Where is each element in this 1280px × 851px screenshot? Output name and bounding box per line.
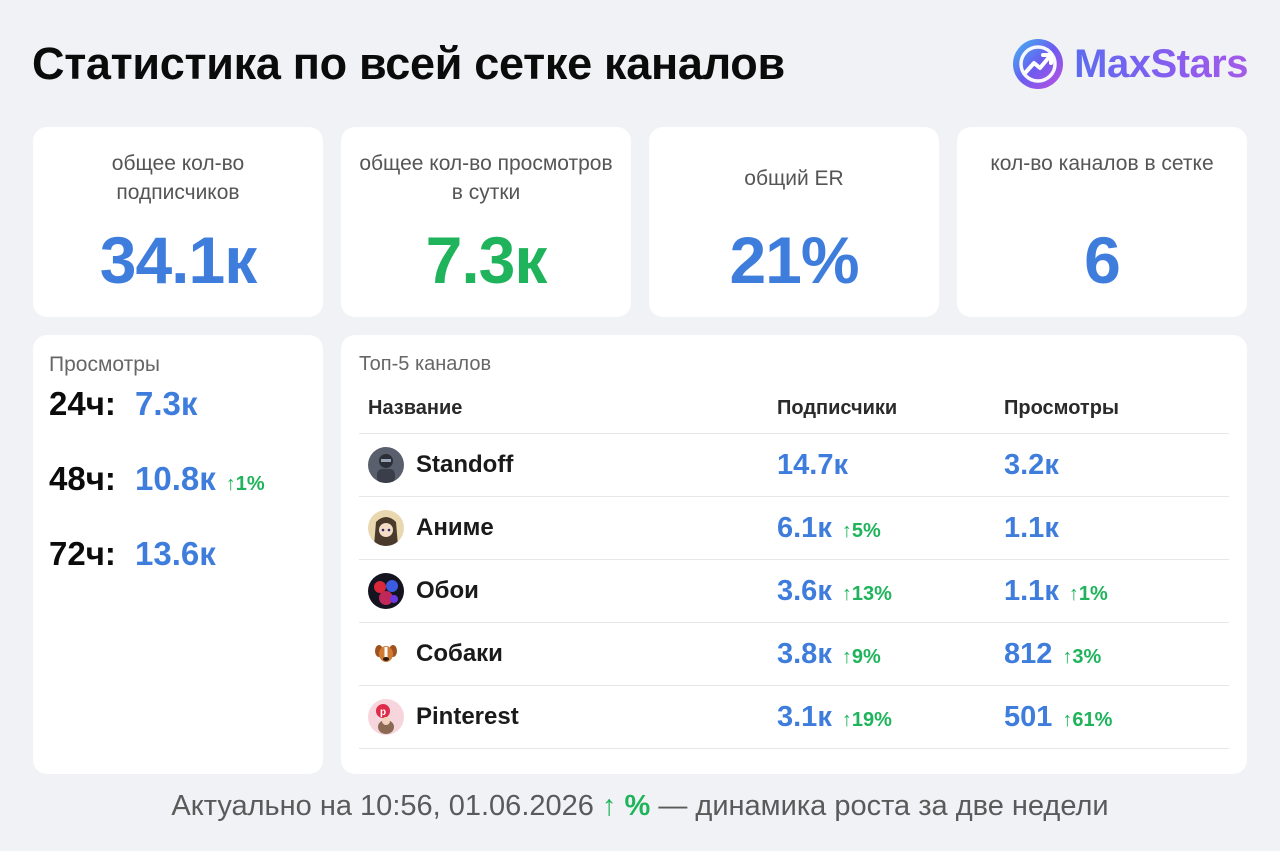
views-row: 24ч: 7.3к <box>49 385 307 460</box>
channel-subscribers: 6.1к <box>777 511 832 544</box>
daily-views-card: общее кол-во просмотров в сутки 7.3к <box>341 127 631 317</box>
channel-subscribers: 3.6к <box>777 574 832 607</box>
subscribers-delta: ↑5% <box>841 519 881 542</box>
views-value: 7.3к <box>135 385 198 422</box>
stat-value: 21% <box>729 223 859 297</box>
stat-label: общее кол-во подписчиков <box>111 152 245 204</box>
anime-avatar-icon <box>368 510 404 546</box>
views-value: 13.6к <box>135 535 216 572</box>
views-row: 72ч: 13.6к <box>49 535 307 610</box>
channel-name: Pinterest <box>416 703 519 730</box>
footer-note: Актуально на 10:56, 01.06.2026 ↑ % — дин… <box>0 790 1280 823</box>
views-delta: ↑61% <box>1062 708 1113 731</box>
dog-avatar-icon <box>368 636 404 672</box>
stat-label: кол-во каналов в сетке <box>990 152 1214 175</box>
wallpapers-avatar-icon <box>368 573 404 609</box>
views-period: 72ч: <box>49 535 116 572</box>
channel-name: Standoff <box>416 451 514 478</box>
views-period: 48ч: <box>49 460 116 497</box>
table-row: Аниме 6.1к ↑5% 1.1к <box>359 497 1229 560</box>
pinterest-avatar-icon: p <box>368 699 404 735</box>
table-row: Обои 3.6к ↑13% 1.1к ↑1% <box>359 560 1229 623</box>
views-card: Просмотры 24ч: 7.3к 48ч: 10.8к ↑1% 72ч: … <box>33 335 323 774</box>
brand-name: MaxStars <box>1074 41 1248 86</box>
stat-label: общий ER <box>744 167 844 190</box>
channel-name: Собаки <box>416 640 503 667</box>
channel-views: 3.2к <box>1004 448 1059 481</box>
channel-count-card: кол-во каналов в сетке 6 <box>957 127 1247 317</box>
table-header: Название Подписчики Просмотры <box>359 384 1229 434</box>
er-card: общий ER 21% <box>649 127 939 317</box>
channel-name: Аниме <box>416 514 494 541</box>
views-delta: ↑3% <box>1062 645 1102 668</box>
views-title: Просмотры <box>49 353 160 376</box>
growth-legend: ↑ % <box>601 790 651 822</box>
footer-legend-text: — динамика роста за две недели <box>658 790 1109 822</box>
subscribers-delta: ↑19% <box>841 708 892 731</box>
channel-views: 501 <box>1004 700 1053 733</box>
channel-name: Обои <box>416 577 479 604</box>
table-row: p Pinterest 3.1к ↑19% 501 ↑61% <box>359 686 1229 749</box>
views-delta: ↑1% <box>225 473 265 495</box>
stat-value: 6 <box>1084 223 1121 297</box>
brand: MaxStars <box>1012 38 1248 90</box>
column-header-views: Просмотры <box>1004 397 1120 419</box>
channel-views: 812 <box>1004 637 1053 670</box>
subscribers-delta: ↑13% <box>841 582 892 605</box>
svg-text:p: p <box>380 707 386 718</box>
stat-value: 34.1к <box>99 223 258 297</box>
column-header-subscribers: Подписчики <box>777 397 898 419</box>
top-channels-card: Топ-5 каналов Название Подписчики Просмо… <box>341 335 1247 774</box>
views-row: 48ч: 10.8к ↑1% <box>49 460 307 535</box>
views-period: 24ч: <box>49 385 116 422</box>
footer-timestamp: Актуально на 10:56, 01.06.2026 <box>171 790 594 822</box>
subscribers-delta: ↑9% <box>841 645 881 668</box>
channel-subscribers: 3.8к <box>777 637 832 670</box>
channel-views: 1.1к <box>1004 574 1059 607</box>
stat-label: общее кол-во просмотров в сутки <box>359 152 613 204</box>
subscribers-card: общее кол-во подписчиков 34.1к <box>33 127 323 317</box>
maxstars-logo-icon <box>1013 39 1064 89</box>
channel-subscribers: 3.1к <box>777 700 832 733</box>
page-title: Статистика по всей сетке каналов <box>32 38 785 89</box>
channel-subscribers: 14.7к <box>777 448 848 481</box>
standoff-avatar-icon <box>368 447 404 483</box>
table-row: Собаки 3.8к ↑9% 812 ↑3% <box>359 623 1229 686</box>
table-row: Standoff 14.7к 3.2к <box>359 434 1229 497</box>
top-channels-title: Топ-5 каналов <box>359 353 492 375</box>
channel-views: 1.1к <box>1004 511 1059 544</box>
column-header-name: Название <box>368 397 463 419</box>
views-value: 10.8к <box>135 460 216 497</box>
stat-value: 7.3к <box>425 223 548 297</box>
views-delta: ↑1% <box>1068 582 1108 605</box>
